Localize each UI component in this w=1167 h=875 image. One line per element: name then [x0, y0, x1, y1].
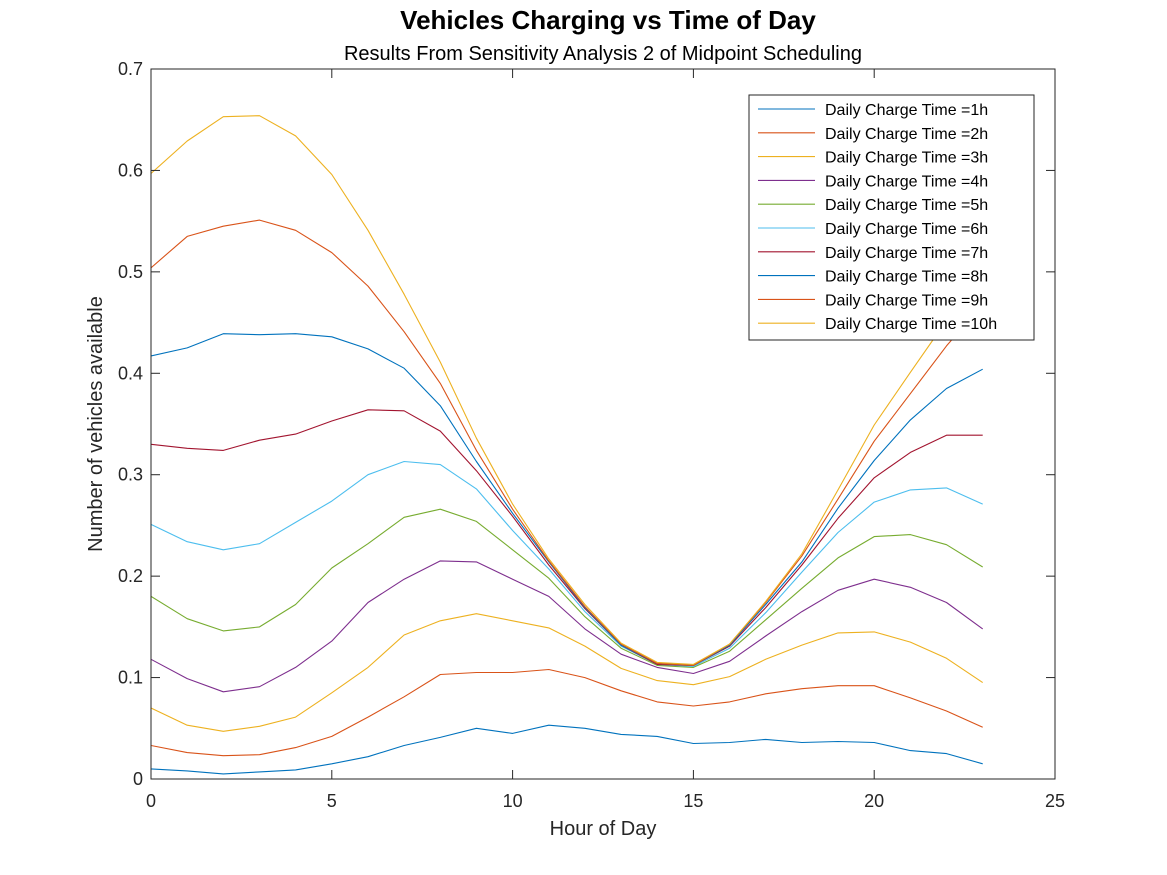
- y-tick-label: 0.6: [118, 160, 143, 180]
- series-line-6: [151, 460, 983, 667]
- series-line-2: [151, 668, 983, 757]
- series-line-8: [151, 333, 983, 666]
- x-tick-label: 10: [503, 791, 523, 811]
- legend-entry-label: Daily Charge Time =6h: [825, 221, 988, 238]
- series-line-3: [151, 613, 984, 732]
- series-line-5: [151, 508, 983, 668]
- x-axis-label: Hour of Day: [550, 818, 657, 840]
- y-tick-label: 0.7: [118, 59, 143, 79]
- x-tick-label: 15: [683, 791, 703, 811]
- x-tick-label: 25: [1045, 791, 1065, 811]
- y-tick-label: 0.3: [118, 465, 143, 485]
- y-tick-label: 0.4: [118, 363, 143, 383]
- legend-entry-label: Daily Charge Time =1h: [825, 102, 988, 119]
- y-tick-label: 0.5: [118, 262, 143, 282]
- axes-box: [150, 68, 1056, 780]
- x-tick-label: 0: [146, 791, 156, 811]
- series-layer: [151, 115, 984, 775]
- chart-title: Vehicles Charging vs Time of Day: [400, 5, 816, 35]
- series-line-4: [151, 560, 984, 693]
- legend: Daily Charge Time =1h Daily Charge Time =…: [748, 94, 1035, 341]
- y-tick-label: 0.1: [118, 668, 143, 688]
- legend-entry-label: Daily Charge Time =7h: [825, 245, 988, 262]
- x-tick-label: 20: [864, 791, 884, 811]
- x-tick-label: 5: [327, 791, 337, 811]
- y-axis-label: Number of vehicles available: [85, 296, 107, 552]
- series-line-1: [151, 724, 983, 775]
- chart-subtitle: Results From Sensitivity Analysis 2 of M…: [344, 43, 862, 65]
- y-tick-label: 0: [133, 769, 143, 789]
- legend-entry-label: Daily Charge Time =4h: [825, 173, 988, 190]
- tick-layer: 0 5 10 15 20 25 0 0.1 0.2 0.3 0.4 0.5 0.6 0.7: [118, 59, 1065, 811]
- series-line-7: [151, 409, 983, 666]
- legend-entry-label: Daily Charge Time =9h: [825, 292, 988, 309]
- legend-entry-label: Daily Charge Time =5h: [825, 197, 988, 214]
- legend-entry-label: Daily Charge Time =10h: [825, 316, 997, 333]
- legend-entry-label: Daily Charge Time =8h: [825, 269, 988, 286]
- series-line-10: [151, 115, 984, 665]
- legend-entry-label: Daily Charge Time =3h: [825, 150, 988, 167]
- legend-entry-label: Daily Charge Time =2h: [825, 126, 988, 143]
- series-line-9: [151, 219, 984, 666]
- y-tick-label: 0.2: [118, 566, 143, 586]
